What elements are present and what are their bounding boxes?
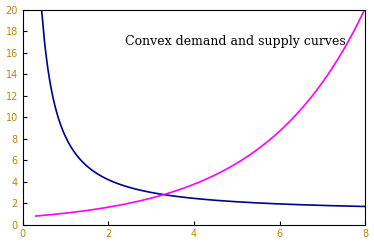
Text: Convex demand and supply curves: Convex demand and supply curves [125, 35, 346, 48]
